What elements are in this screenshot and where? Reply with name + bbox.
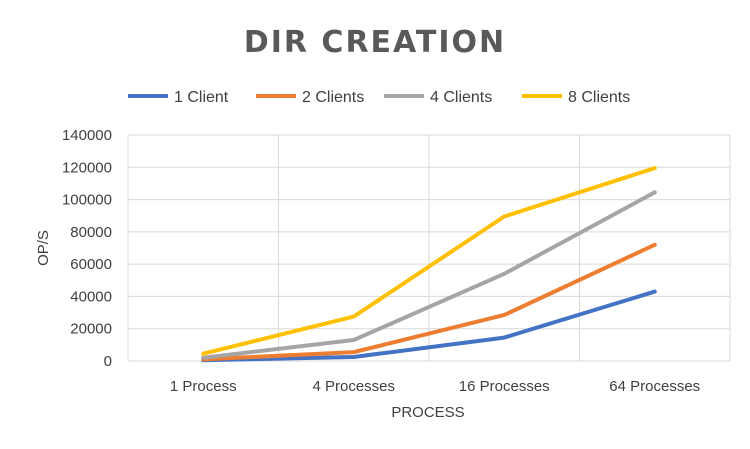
y-tick-label: 60000 <box>70 256 112 273</box>
chart-title: DIR CREATION <box>244 25 506 60</box>
legend-entry-label: 2 Clients <box>302 89 364 106</box>
x-tick-label: 64 Processes <box>609 378 700 395</box>
legend-entry-label: 4 Clients <box>430 89 492 106</box>
series-line-2 <box>201 242 657 362</box>
x-tick-label: 1 Process <box>170 378 237 395</box>
y-tick-label: 20000 <box>70 321 112 338</box>
y-axis-label: OP/S <box>35 230 52 266</box>
y-tick-label: 40000 <box>70 288 112 305</box>
gridlines <box>127 134 731 362</box>
x-tick-label: 16 Processes <box>459 378 550 395</box>
series-line-3 <box>201 190 657 360</box>
series-line-1 <box>201 289 657 363</box>
x-axis-ticks: 1 Process 4 Processes 16 Processes 64 Proce… <box>170 378 700 395</box>
y-tick-label: 140000 <box>62 127 112 144</box>
legend-entry-label: 1 Client <box>174 89 229 106</box>
x-axis-label: PROCESS <box>391 404 464 421</box>
y-tick-label: 120000 <box>62 159 112 176</box>
legend: 1 Client 2 Clients 4 Clients 8 Clients <box>128 89 630 106</box>
y-tick-label: 0 <box>104 353 112 370</box>
series-group <box>201 166 657 363</box>
legend-entry-label: 8 Clients <box>568 89 630 106</box>
series-line-4 <box>201 166 657 356</box>
y-axis-ticks: 0 20000 40000 60000 80000 100000 120000 140000 <box>62 127 112 370</box>
y-tick-label: 100000 <box>62 192 112 209</box>
y-tick-label: 80000 <box>70 224 112 241</box>
x-tick-label: 4 Processes <box>312 378 395 395</box>
